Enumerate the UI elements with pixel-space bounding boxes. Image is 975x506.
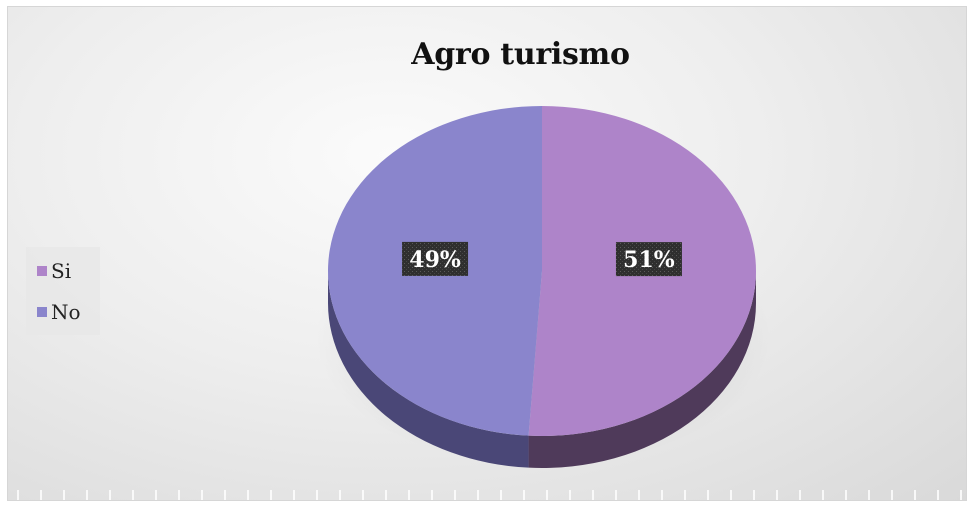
data-label-box-si bbox=[615, 242, 682, 277]
pie-side-no bbox=[328, 271, 529, 468]
legend: Si No bbox=[26, 247, 100, 335]
legend-item-si: Si bbox=[37, 258, 71, 284]
chart-area: Agro turismo 51% 49% Si No bbox=[7, 6, 967, 501]
data-label-no: 49% bbox=[409, 247, 461, 273]
chart-title: Agro turismo bbox=[411, 37, 630, 72]
legend-label-no: No bbox=[51, 300, 81, 324]
legend-item-no: No bbox=[37, 299, 81, 325]
legend-swatch-no bbox=[37, 307, 47, 317]
pie-chart: 51% 49% bbox=[315, 105, 771, 468]
data-label-box-no bbox=[402, 241, 469, 276]
bottom-edge-texture bbox=[8, 490, 966, 500]
pie-side-si bbox=[528, 271, 756, 468]
legend-label-si: Si bbox=[51, 259, 72, 283]
data-label-si: 51% bbox=[623, 247, 675, 273]
legend-swatch-si bbox=[37, 266, 47, 276]
